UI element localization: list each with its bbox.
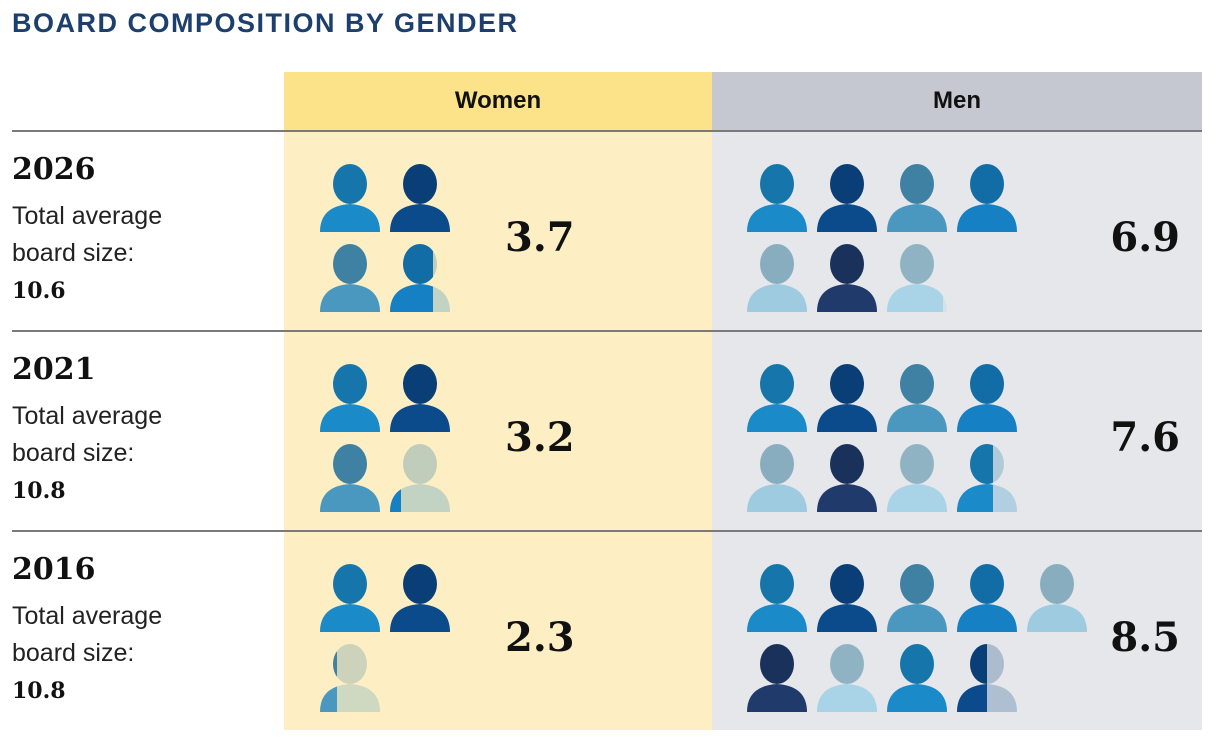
person-icon <box>745 560 809 632</box>
board-size-value: 10.8 <box>12 478 66 504</box>
person-icon <box>885 240 949 312</box>
person-icon <box>318 360 382 432</box>
person-icon <box>318 560 382 632</box>
women-value: 3.2 <box>505 414 575 461</box>
row-separator <box>12 130 1202 132</box>
board-size-value: 10.8 <box>12 678 66 704</box>
column-header: Women <box>454 87 542 114</box>
person-icon <box>815 640 879 712</box>
person-icon <box>885 640 949 712</box>
year: 2016 <box>12 552 96 587</box>
person-icon <box>885 440 949 512</box>
women-value: 2.3 <box>505 614 575 661</box>
person-icon <box>388 360 452 432</box>
person-icon <box>388 440 452 512</box>
person-icon <box>745 440 809 512</box>
person-icon <box>318 160 382 232</box>
person-icon <box>955 440 1019 512</box>
person-icon <box>955 640 1019 712</box>
person-icon <box>955 560 1019 632</box>
year: 2026 <box>12 152 96 187</box>
column-header-bg <box>284 72 712 132</box>
person-icon <box>815 240 879 312</box>
person-icon <box>885 560 949 632</box>
person-icon <box>745 360 809 432</box>
year: 2021 <box>12 352 96 387</box>
men-value: 7.6 <box>1110 414 1180 461</box>
person-icon <box>745 640 809 712</box>
column-header-bg <box>712 72 1202 132</box>
person-icon <box>815 560 879 632</box>
board-size-label: Total average board size: <box>12 602 163 667</box>
person-icon <box>815 440 879 512</box>
person-icon <box>745 160 809 232</box>
person-icon <box>318 240 382 312</box>
person-icon <box>955 360 1019 432</box>
row-separator <box>12 530 1202 532</box>
person-icon <box>1025 560 1089 632</box>
board-size-label: Total average board size: <box>12 202 163 267</box>
person-icon <box>388 560 452 632</box>
person-icon <box>318 640 382 712</box>
person-icon <box>815 360 879 432</box>
person-icon <box>388 160 452 232</box>
row-separator <box>12 330 1202 332</box>
person-icon <box>885 360 949 432</box>
person-icon <box>388 240 452 312</box>
person-icon <box>885 160 949 232</box>
women-value: 3.7 <box>505 214 575 261</box>
person-icon <box>745 240 809 312</box>
person-icon <box>815 160 879 232</box>
board-size-label: Total average board size: <box>12 402 163 467</box>
column-header: Men <box>933 87 981 114</box>
board-size-value: 10.6 <box>12 278 66 304</box>
men-value: 6.9 <box>1110 214 1180 261</box>
men-value: 8.5 <box>1110 614 1180 661</box>
person-icon <box>318 440 382 512</box>
title: BOARD COMPOSITION BY GENDER <box>12 8 519 38</box>
person-icon <box>955 160 1019 232</box>
